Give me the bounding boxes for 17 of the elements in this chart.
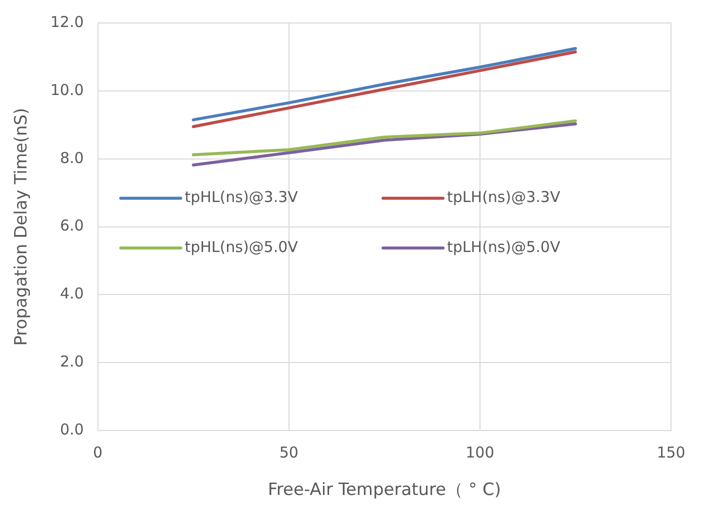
x-axis-title: Free-Air Temperature（ ° C) bbox=[268, 480, 501, 500]
y-axis-title: Propagation Delay Time(nS) bbox=[12, 108, 32, 346]
y-tick-label: 6.0 bbox=[60, 216, 84, 235]
x-tick-label: 150 bbox=[656, 443, 686, 462]
x-tick-label: 0 bbox=[93, 443, 103, 462]
y-tick-label: 0.0 bbox=[60, 420, 84, 438]
x-tick-label: 50 bbox=[279, 443, 298, 462]
y-tick-label: 2.0 bbox=[60, 352, 84, 371]
y-tick-label: 8.0 bbox=[60, 148, 84, 167]
legend-label: tpHL(ns)@5.0V bbox=[184, 238, 299, 256]
y-tick-label: 12.0 bbox=[50, 12, 84, 31]
legend-label: tpHL(ns)@3.3V bbox=[184, 188, 299, 206]
x-tick-label: 100 bbox=[466, 443, 494, 462]
y-tick-label: 10.0 bbox=[50, 80, 84, 99]
y-tick-label: 4.0 bbox=[60, 284, 84, 303]
legend-label: tpLH(ns)@5.0V bbox=[447, 238, 561, 256]
legend-label: tpLH(ns)@3.3V bbox=[447, 188, 561, 206]
